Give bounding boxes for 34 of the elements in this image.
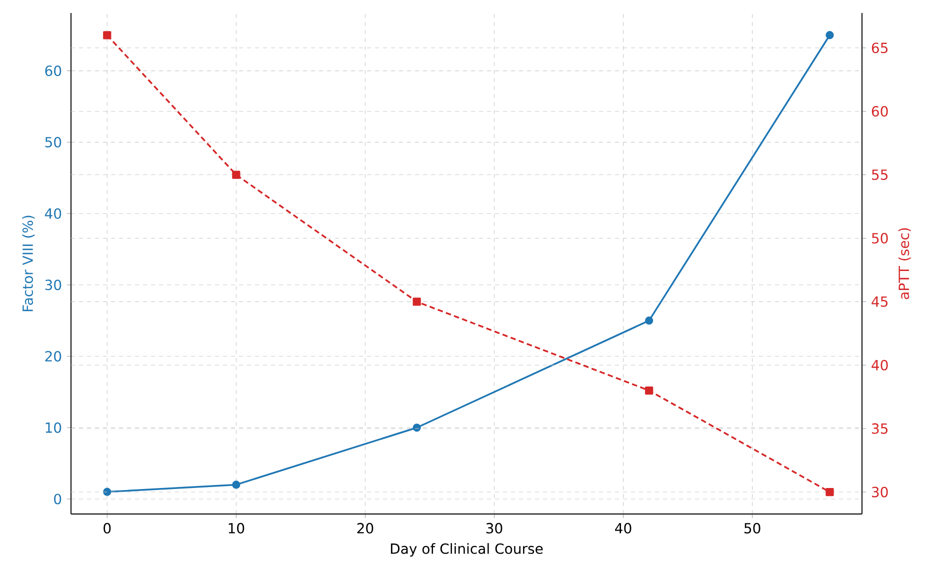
y-tick-label: 30 (45, 280, 62, 290)
point (826, 488, 834, 496)
point (412, 298, 421, 306)
y2-tick-label: 55 (872, 170, 888, 180)
y-axis-title: Factor VIII (%) (22, 216, 35, 312)
point (232, 170, 240, 179)
x-tick-label: 30 (486, 522, 502, 534)
y2-tick-label: 50 (872, 232, 888, 244)
y2-tick-label: 60 (872, 106, 888, 117)
y-tick-label: 60 (45, 66, 62, 76)
x-tick-label: 20 (357, 522, 374, 534)
point (232, 480, 240, 489)
point (412, 424, 421, 432)
x-axis-title: Day of Clinical Course (390, 543, 543, 557)
y-tick-label: 0 (54, 494, 62, 504)
x-tick-label: 0 (104, 522, 111, 534)
point (103, 488, 112, 496)
y2-tick-label: 45 (872, 296, 888, 307)
x-tick-label: 10 (228, 522, 244, 534)
point (645, 316, 654, 325)
y2-tick-label: 35 (872, 423, 888, 434)
y2-tick-label: 30 (872, 486, 888, 498)
point (103, 31, 112, 40)
y2-tick-label: 65 (872, 42, 888, 54)
x-tick-label: 40 (615, 522, 632, 534)
x-tick-label: 50 (744, 522, 760, 534)
y2-axis-title: aPTT (sec) (898, 228, 911, 300)
point (826, 31, 834, 40)
point (645, 386, 654, 395)
y-tick-label: 50 (45, 136, 62, 148)
y2-tick-label: 40 (872, 360, 888, 370)
y-tick-label: 20 (45, 350, 62, 362)
y-tick-label: 40 (44, 208, 62, 219)
y-tick-label: 10 (46, 422, 62, 433)
